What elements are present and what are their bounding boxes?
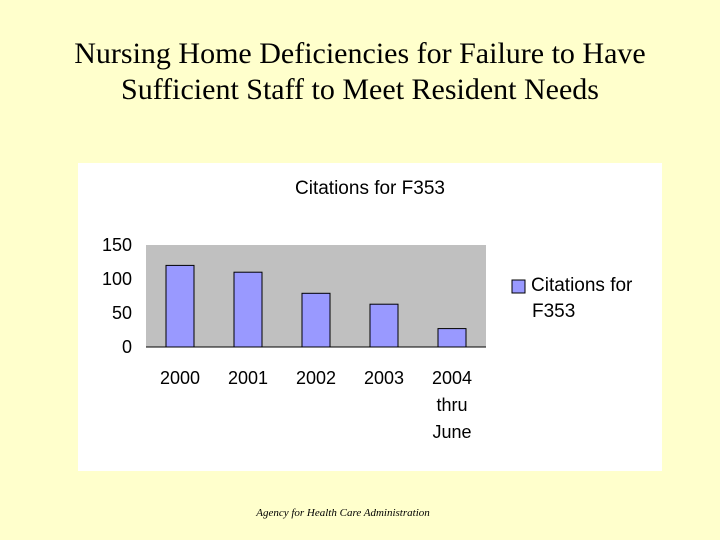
- y-tick-label: 50: [112, 303, 132, 323]
- x-tick-label: 2002: [296, 368, 336, 388]
- bar-2004: [437, 328, 467, 348]
- bar-2002: [301, 292, 331, 348]
- legend-swatch: [511, 279, 526, 294]
- bar-2001: [233, 271, 263, 348]
- legend: Citations for F353: [511, 275, 633, 322]
- slide-title-line-2: Sufficient Staff to Meet Resident Needs: [121, 73, 599, 106]
- x-tick-label: 2004 thru June: [432, 368, 472, 442]
- slide-title: Nursing Home Deficiencies for Failure to…: [0, 36, 720, 108]
- y-tick-label: 150: [102, 235, 132, 255]
- y-tick-label: 100: [102, 269, 132, 289]
- x-axis-labels: 2000 2001 2002 2003 2004 thru June: [160, 368, 472, 442]
- x-tick-label: 2003: [364, 368, 404, 388]
- y-axis-ticks: 0 50 100 150: [102, 235, 132, 357]
- x-tick-label: 2000: [160, 368, 200, 388]
- bars-group: [165, 264, 467, 348]
- bar-2000: [165, 264, 195, 348]
- chart-title: Citations for F353: [295, 178, 445, 199]
- slide-title-line-1: Nursing Home Deficiencies for Failure to…: [74, 37, 646, 70]
- y-tick-label: 0: [122, 337, 132, 357]
- chart-panel: Citations for F353 0 50 100 150 2000 2001 200…: [78, 163, 662, 471]
- bar-2003: [369, 303, 399, 348]
- legend-label: Citations for F353: [531, 275, 633, 322]
- x-tick-label: 2001: [228, 368, 268, 388]
- footer-credit: Agency for Health Care Administration: [256, 507, 430, 519]
